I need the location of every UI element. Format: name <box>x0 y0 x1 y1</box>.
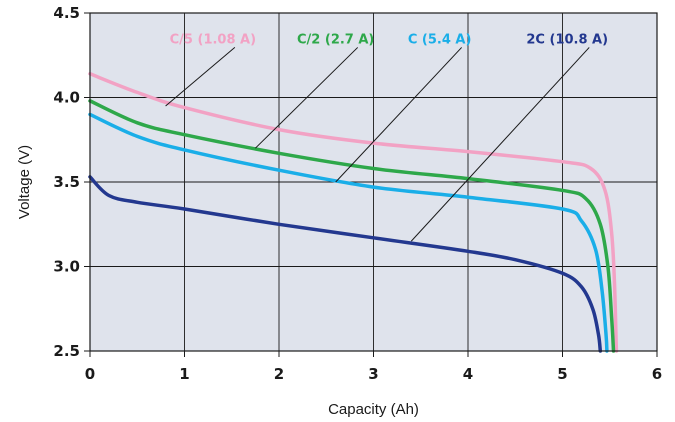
x-tick-label: 1 <box>179 365 189 383</box>
y-tick-label: 4.0 <box>53 89 80 107</box>
x-tick-label: 2 <box>274 365 284 383</box>
y-tick-label: 4.5 <box>53 4 80 22</box>
annotation-leaders <box>165 47 590 242</box>
series-line-2 <box>88 112 609 353</box>
x-tick-label: 6 <box>652 365 662 383</box>
leader-line-3 <box>410 47 590 242</box>
series-label-0: C/5 (1.08 A) <box>170 32 256 47</box>
series-label-3: 2C (10.8 A) <box>526 32 608 47</box>
series-label-1: C/2 (2.7 A) <box>297 32 374 47</box>
leader-line-1 <box>255 47 359 149</box>
series-labels: C/5 (1.08 A) C/2 (2.7 A) C (5.4 A) 2C (10.8… <box>170 32 608 47</box>
y-tick-label: 3.0 <box>53 258 80 276</box>
y-tick-label: 3.5 <box>53 173 80 191</box>
x-tick-label: 5 <box>557 365 567 383</box>
y-tick-label: 2.5 <box>53 342 80 360</box>
y-axis-label: Voltage (V) <box>16 145 33 219</box>
series-line-1 <box>88 99 616 353</box>
x-tick-label: 4 <box>463 365 473 383</box>
x-axis-label: Capacity (Ah) <box>328 401 419 418</box>
x-tick-label: 3 <box>368 365 378 383</box>
series-line-3 <box>88 175 603 353</box>
x-tick-label: 0 <box>85 365 95 383</box>
series-line-0 <box>88 72 619 353</box>
leader-line-2 <box>335 47 463 183</box>
series-label-2: C (5.4 A) <box>408 32 472 47</box>
axis-ticks: 0 1 2 3 4 5 6 2.5 3.0 3.5 4.0 4.5 <box>53 4 662 383</box>
series-lines <box>88 72 619 353</box>
leader-line-0 <box>165 47 236 107</box>
